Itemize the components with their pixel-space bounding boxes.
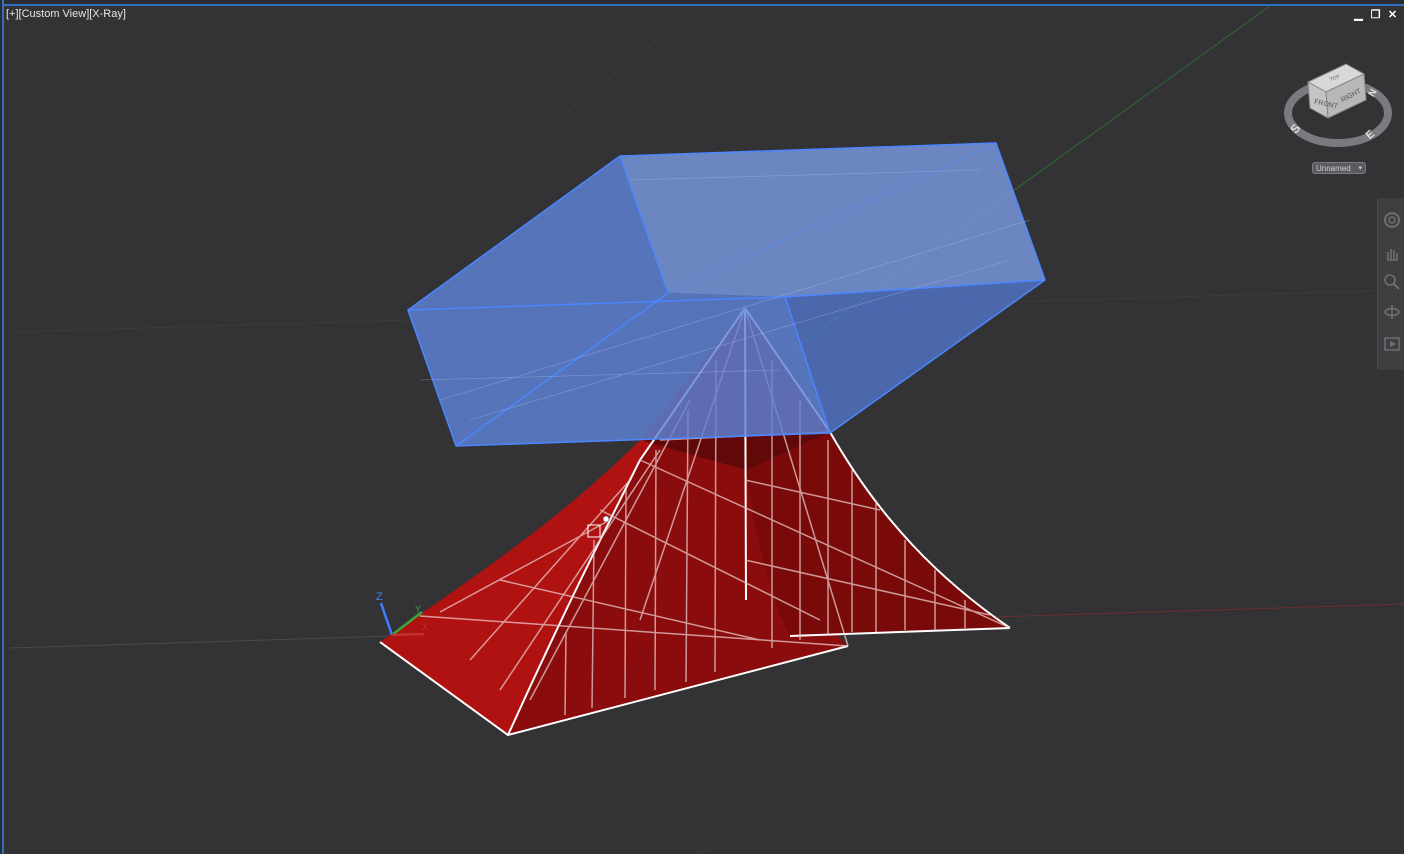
viewport-frame-left <box>0 0 4 854</box>
chevron-down-icon: ▾ <box>1358 165 1362 172</box>
viewport-frame-top <box>0 0 1404 6</box>
selection-grip[interactable] <box>587 524 601 538</box>
viewport-window-controls: ▁ ❐ ✕ <box>1353 8 1398 21</box>
box-face-right <box>785 280 1045 433</box>
viewcube-menu-label: Unnamed <box>1316 164 1351 173</box>
pyramid-face-right <box>745 308 1010 636</box>
pan-icon[interactable] <box>1382 244 1402 264</box>
close-button[interactable]: ✕ <box>1387 9 1398 21</box>
box-edge <box>667 142 997 294</box>
viewcube-top-label: TOP <box>1329 73 1341 82</box>
ucs-icon: Z Y X <box>376 591 428 637</box>
pyramid-face-left <box>380 308 745 735</box>
grid-line <box>699 339 1404 854</box>
viewcube[interactable]: FRONT RIGHT TOP S E N <box>1284 63 1392 147</box>
box-edge <box>407 296 786 311</box>
box-face-front <box>408 156 830 446</box>
grid-line <box>9 635 396 649</box>
box-edge <box>784 296 831 434</box>
ucs-z-label: Z <box>376 591 383 603</box>
restore-button[interactable]: ❐ <box>1370 9 1381 21</box>
grid-line <box>9 5 701 556</box>
zoom-icon[interactable] <box>1382 272 1402 292</box>
blue-box-solid[interactable] <box>407 142 1046 447</box>
viewport-controls-label[interactable]: [+][Custom View][X-Ray] <box>6 8 126 20</box>
pyramid-base-edge <box>789 627 1011 637</box>
showmotion-icon[interactable] <box>1382 334 1402 354</box>
steering-wheel-icon[interactable] <box>1382 210 1402 230</box>
navigation-bar <box>1377 198 1404 370</box>
ucs-y-label: Y <box>415 604 421 614</box>
minimize-button[interactable]: ▁ <box>1354 9 1363 21</box>
viewcube-ucs-menu[interactable]: Unnamed ▾ <box>1312 162 1366 174</box>
compass-n-label: N <box>1367 87 1380 99</box>
box-edge <box>619 155 669 294</box>
orbit-icon[interactable] <box>1382 302 1402 322</box>
box-edge <box>455 292 669 447</box>
box-edge <box>784 279 1046 298</box>
cursor-marker <box>602 515 610 523</box>
viewcube-face-right[interactable] <box>1325 73 1367 119</box>
ucs-x-label: X <box>422 622 428 632</box>
box-face-top <box>620 143 1045 297</box>
pyramid-ridge-edge <box>744 307 1011 629</box>
